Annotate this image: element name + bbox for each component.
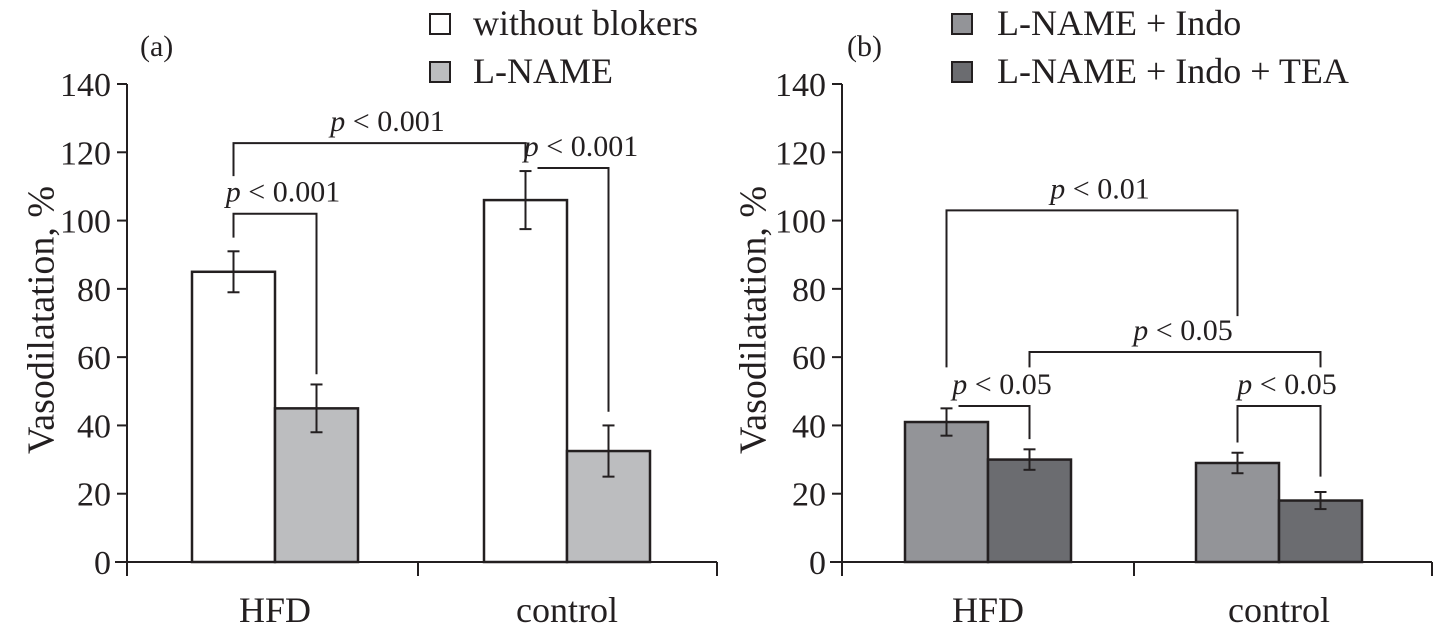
panel-label: (b): [847, 30, 882, 63]
legend-entry: L-NAME: [473, 51, 613, 91]
y-tick-label: 40: [77, 408, 111, 445]
x-tick-label: HFD: [239, 590, 311, 630]
significance-bracket: [232, 212, 318, 375]
y-tick-label: 20: [792, 477, 826, 514]
x-tick-label: control: [516, 590, 618, 630]
y-tick-label: 40: [792, 408, 826, 445]
bar-hfd-1: [986, 458, 1073, 564]
significance-bracket: [232, 142, 527, 177]
legend-swatch: [951, 13, 973, 35]
y-tick-label: 0: [809, 545, 826, 582]
y-axis-label: Vasodilatation, %: [20, 186, 62, 454]
bar-hfd-0: [903, 420, 990, 564]
p-value-label: p < 0.05: [950, 368, 1051, 401]
p-value-label: p < 0.05: [1235, 368, 1336, 401]
y-tick-label: 60: [792, 340, 826, 377]
x-tick-label: control: [1228, 590, 1330, 630]
significance-bracket: [1028, 351, 1322, 368]
p-value-label: p < 0.001: [224, 176, 340, 209]
p-value-label: p < 0.001: [328, 105, 444, 138]
y-tick-label: 0: [94, 545, 111, 582]
legend-entry: without blokers: [473, 3, 698, 43]
chart-panel-b: (b) Vasodilatation, % L-NAME + Indo L-NAME …: [732, 3, 1433, 630]
y-tick-label: 120: [60, 135, 111, 172]
bar-control-1: [1277, 499, 1364, 564]
significance-bracket: [537, 166, 610, 412]
y-tick-label: 80: [77, 272, 111, 309]
y-tick-label: 100: [775, 204, 826, 241]
y-tick-label: 80: [792, 272, 826, 309]
p-value-label: p < 0.05: [1131, 314, 1232, 347]
bar-control-0: [1194, 461, 1281, 564]
panel-label: (a): [140, 30, 173, 63]
bar-hfd-0: [190, 270, 277, 564]
legend-swatch: [951, 61, 973, 83]
significance-bracket: [945, 209, 1239, 368]
chart-panel-a: (a) Vasodilatation, % without blokers L-NAM…: [20, 3, 718, 630]
y-axis-label: Vasodilatation, %: [732, 186, 774, 454]
legend-entry: L-NAME + Indo + TEA: [997, 51, 1349, 91]
y-tick-label: 100: [60, 204, 111, 241]
significance-bracket: [958, 404, 1031, 440]
significance-bracket: [1236, 404, 1322, 477]
y-tick-label: 140: [775, 67, 826, 104]
x-tick-label: HFD: [952, 590, 1024, 630]
p-value-label: p < 0.001: [522, 130, 638, 163]
legend-entry: L-NAME + Indo: [997, 3, 1241, 43]
y-tick-label: 140: [60, 67, 111, 104]
legend-swatch: [429, 13, 451, 35]
y-tick-label: 120: [775, 135, 826, 172]
bar-control-0: [482, 198, 569, 564]
y-tick-label: 20: [77, 477, 111, 514]
y-tick-label: 60: [77, 340, 111, 377]
legend-swatch: [429, 61, 451, 83]
p-value-label: p < 0.01: [1048, 172, 1149, 205]
